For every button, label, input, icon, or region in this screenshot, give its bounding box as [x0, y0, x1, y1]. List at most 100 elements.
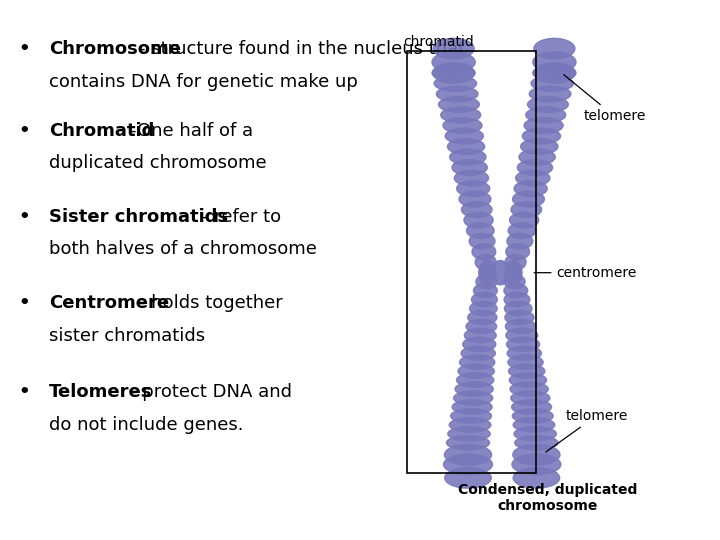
Ellipse shape	[508, 222, 536, 239]
Text: chromatid: chromatid	[403, 35, 474, 49]
Ellipse shape	[456, 373, 494, 387]
Ellipse shape	[454, 170, 489, 186]
Ellipse shape	[444, 454, 492, 475]
Ellipse shape	[508, 355, 543, 369]
Ellipse shape	[506, 244, 529, 260]
Ellipse shape	[450, 149, 486, 165]
Text: •: •	[18, 294, 30, 312]
Ellipse shape	[513, 444, 560, 465]
Ellipse shape	[436, 86, 478, 102]
Ellipse shape	[433, 63, 474, 83]
Ellipse shape	[449, 418, 491, 432]
Ellipse shape	[506, 265, 521, 281]
Ellipse shape	[511, 400, 552, 414]
Ellipse shape	[446, 436, 490, 450]
Ellipse shape	[444, 444, 492, 465]
Ellipse shape	[513, 418, 555, 432]
Text: - protect DNA and: - protect DNA and	[130, 383, 292, 401]
Ellipse shape	[529, 86, 571, 102]
Ellipse shape	[472, 292, 498, 307]
Ellipse shape	[514, 427, 557, 441]
Text: Centromere: Centromere	[49, 294, 169, 312]
Text: do not include genes.: do not include genes.	[49, 416, 243, 434]
Ellipse shape	[522, 128, 561, 144]
Ellipse shape	[510, 382, 548, 396]
Ellipse shape	[452, 160, 487, 176]
Ellipse shape	[432, 52, 475, 72]
Ellipse shape	[432, 65, 475, 81]
Ellipse shape	[434, 76, 477, 91]
Text: telomere: telomere	[546, 409, 628, 452]
Ellipse shape	[451, 409, 492, 423]
Ellipse shape	[463, 337, 496, 352]
Ellipse shape	[447, 139, 485, 154]
Ellipse shape	[521, 139, 558, 154]
Ellipse shape	[454, 391, 492, 405]
Ellipse shape	[445, 468, 491, 488]
Ellipse shape	[479, 261, 496, 285]
Ellipse shape	[528, 97, 568, 112]
Ellipse shape	[492, 261, 509, 285]
Text: centromere: centromere	[534, 266, 637, 280]
Text: -One half of a: -One half of a	[130, 122, 253, 139]
Ellipse shape	[468, 310, 497, 325]
Text: duplicated chromosome: duplicated chromosome	[49, 154, 266, 172]
Ellipse shape	[511, 202, 541, 218]
Ellipse shape	[456, 181, 490, 197]
Ellipse shape	[534, 63, 575, 83]
Bar	[407, 51, 536, 472]
Ellipse shape	[452, 400, 492, 414]
Ellipse shape	[514, 181, 547, 197]
Ellipse shape	[506, 266, 521, 280]
Ellipse shape	[464, 212, 493, 228]
Text: •: •	[18, 40, 30, 58]
Text: contains DNA for genetic make up: contains DNA for genetic make up	[49, 73, 358, 91]
Ellipse shape	[505, 261, 522, 285]
Text: sister chromatids: sister chromatids	[49, 327, 205, 345]
Ellipse shape	[443, 118, 482, 133]
Ellipse shape	[513, 468, 559, 488]
Ellipse shape	[534, 38, 575, 59]
Ellipse shape	[517, 160, 553, 176]
Ellipse shape	[466, 319, 497, 334]
Text: •: •	[18, 383, 30, 401]
Ellipse shape	[464, 328, 496, 342]
Ellipse shape	[516, 170, 550, 186]
Ellipse shape	[519, 149, 555, 165]
Ellipse shape	[510, 391, 550, 405]
Ellipse shape	[515, 436, 558, 450]
Ellipse shape	[533, 52, 576, 72]
Ellipse shape	[459, 355, 495, 369]
Ellipse shape	[531, 76, 573, 91]
Ellipse shape	[524, 118, 563, 133]
Ellipse shape	[469, 301, 497, 316]
Ellipse shape	[480, 266, 495, 280]
Ellipse shape	[526, 107, 566, 123]
Ellipse shape	[433, 38, 474, 59]
Ellipse shape	[505, 301, 532, 316]
Ellipse shape	[469, 233, 495, 249]
Ellipse shape	[513, 191, 544, 207]
Ellipse shape	[459, 191, 491, 207]
Ellipse shape	[510, 212, 539, 228]
Text: Sister chromatids: Sister chromatids	[49, 208, 228, 226]
Ellipse shape	[504, 274, 525, 289]
Ellipse shape	[505, 254, 526, 270]
Ellipse shape	[506, 337, 539, 352]
Ellipse shape	[507, 346, 541, 361]
Ellipse shape	[441, 107, 481, 123]
Text: •: •	[18, 208, 30, 226]
Ellipse shape	[508, 364, 545, 379]
Ellipse shape	[462, 202, 492, 218]
Text: Telomeres: Telomeres	[49, 383, 153, 401]
Ellipse shape	[533, 65, 576, 81]
Text: - refer to: - refer to	[202, 208, 281, 226]
Ellipse shape	[506, 328, 538, 342]
Ellipse shape	[509, 373, 546, 387]
Text: Chromosome: Chromosome	[49, 40, 181, 58]
Ellipse shape	[507, 233, 533, 249]
Ellipse shape	[455, 382, 493, 396]
Ellipse shape	[467, 222, 494, 239]
Text: Condensed, duplicated
chromosome: Condensed, duplicated chromosome	[457, 483, 637, 513]
Ellipse shape	[461, 346, 495, 361]
